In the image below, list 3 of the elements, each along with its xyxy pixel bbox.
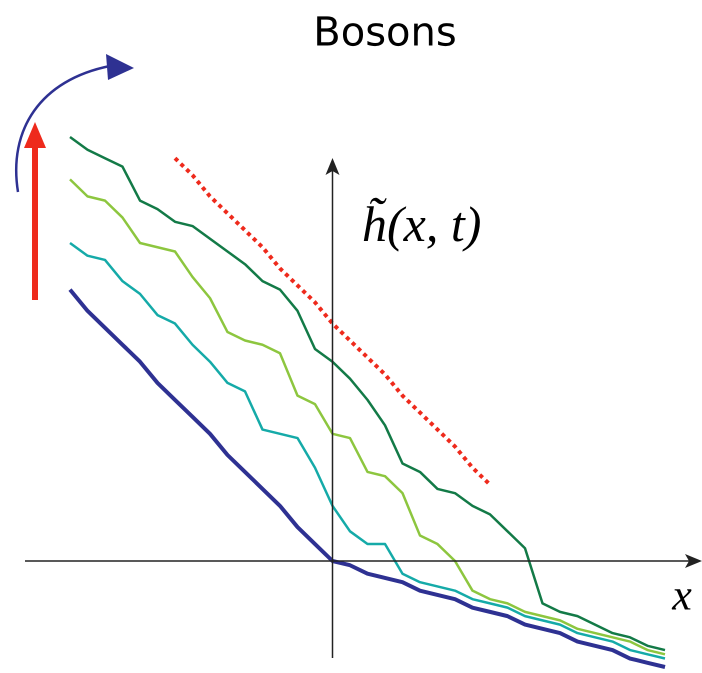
x-axis-title: x xyxy=(671,570,692,620)
y-axis-title: h̃(x, t) xyxy=(362,196,482,252)
chart-title: Bosons xyxy=(313,9,457,56)
